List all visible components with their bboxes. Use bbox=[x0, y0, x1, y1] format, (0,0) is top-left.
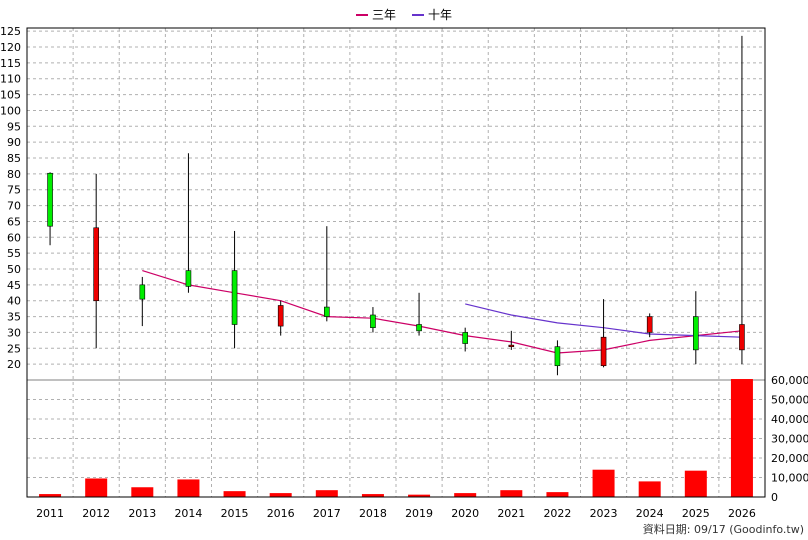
price-tick-label: 120 bbox=[0, 41, 21, 54]
candle-body bbox=[646, 316, 653, 333]
volume-bar bbox=[546, 492, 569, 497]
year-tick-label: 2013 bbox=[128, 507, 156, 520]
volume-bar bbox=[39, 494, 62, 497]
year-tick-label: 2018 bbox=[359, 507, 387, 520]
plot-frame bbox=[26, 27, 766, 498]
price-tick-label: 110 bbox=[0, 73, 21, 86]
volume-bar bbox=[315, 490, 338, 497]
volume-tick-label: 60,000 bbox=[771, 374, 808, 387]
candle-body bbox=[554, 346, 561, 367]
candle-body bbox=[185, 270, 192, 287]
price-tick-label: 25 bbox=[7, 342, 21, 355]
year-tick-label: 2017 bbox=[313, 507, 341, 520]
year-tick-label: 2012 bbox=[82, 507, 110, 520]
candle-body bbox=[139, 284, 146, 300]
volume-bar bbox=[730, 379, 753, 497]
price-tick-label: 85 bbox=[7, 152, 21, 165]
year-tick-label: 2011 bbox=[36, 507, 64, 520]
year-tick-label: 2014 bbox=[174, 507, 202, 520]
legend-label-10yr: 十年 bbox=[428, 8, 453, 22]
candle-body bbox=[370, 314, 376, 328]
price-tick-label: 70 bbox=[7, 200, 21, 213]
volume-bar bbox=[177, 479, 200, 497]
candle-body bbox=[600, 336, 607, 367]
ma-line-3yr bbox=[142, 270, 742, 354]
year-tick-label: 2019 bbox=[405, 507, 433, 520]
legend-swatch-10yr bbox=[412, 13, 424, 16]
source-note: 資料日期: 09/17 (Goodinfo.tw) bbox=[642, 523, 804, 536]
volume-tick-label: 40,000 bbox=[771, 413, 808, 426]
price-tick-label: 95 bbox=[7, 120, 21, 133]
volume-bar bbox=[361, 494, 384, 497]
price-tick-label: 75 bbox=[7, 184, 21, 197]
volume-bar bbox=[223, 491, 246, 497]
candle-body bbox=[508, 344, 515, 348]
legend-label-3yr: 三年 bbox=[371, 8, 396, 22]
price-tick-label: 45 bbox=[7, 279, 21, 292]
price-tick-label: 105 bbox=[0, 89, 21, 102]
candle-body bbox=[693, 316, 699, 351]
price-tick-label: 100 bbox=[0, 104, 21, 117]
price-tick-label: 65 bbox=[7, 215, 21, 228]
candle-body bbox=[416, 324, 422, 332]
price-tick-label: 80 bbox=[7, 168, 21, 181]
year-tick-label: 2016 bbox=[267, 507, 295, 520]
year-tick-label: 2025 bbox=[682, 507, 710, 520]
year-tick-label: 2024 bbox=[636, 507, 664, 520]
year-tick-label: 2022 bbox=[543, 507, 571, 520]
legend-item-10yr: 十年 bbox=[412, 6, 452, 23]
volume-bar bbox=[500, 490, 523, 497]
year-tick-label: 2015 bbox=[221, 507, 249, 520]
legend: 三年 十年 bbox=[0, 6, 808, 23]
volume-tick-label: 10,000 bbox=[771, 472, 808, 485]
price-tick-label: 60 bbox=[7, 231, 21, 244]
volume-bar bbox=[592, 469, 615, 497]
volume-bar bbox=[408, 494, 431, 497]
volume-bar bbox=[638, 481, 661, 497]
year-tick-label: 2020 bbox=[451, 507, 479, 520]
volume-bar bbox=[269, 493, 292, 497]
volume-bar bbox=[85, 478, 108, 497]
volume-bar bbox=[131, 487, 154, 497]
price-tick-label: 90 bbox=[7, 136, 21, 149]
candle-body bbox=[739, 324, 745, 351]
price-tick-label: 55 bbox=[7, 247, 21, 260]
volume-tick-label: 30,000 bbox=[771, 433, 808, 446]
candle-body bbox=[277, 305, 284, 327]
year-tick-label: 2023 bbox=[590, 507, 618, 520]
volume-bar bbox=[454, 493, 477, 497]
candle-body bbox=[324, 306, 330, 317]
year-tick-label: 2026 bbox=[728, 507, 756, 520]
volume-tick-label: 50,000 bbox=[771, 394, 808, 407]
price-tick-label: 30 bbox=[7, 326, 21, 339]
price-tick-label: 40 bbox=[7, 295, 21, 308]
price-tick-label: 125 bbox=[0, 25, 21, 38]
price-tick-label: 50 bbox=[7, 263, 21, 276]
legend-item-3yr: 三年 bbox=[355, 6, 396, 23]
price-tick-label: 35 bbox=[7, 311, 21, 324]
candle-body bbox=[93, 227, 99, 302]
price-tick-label: 115 bbox=[0, 57, 21, 70]
volume-tick-label: 0 bbox=[771, 491, 778, 504]
year-tick-label: 2021 bbox=[497, 507, 525, 520]
candle-body bbox=[231, 270, 238, 325]
volume-bar bbox=[684, 470, 707, 497]
volume-tick-label: 20,000 bbox=[771, 452, 808, 465]
legend-swatch-3yr bbox=[355, 13, 368, 16]
candle-body bbox=[462, 332, 468, 344]
candle-body bbox=[47, 172, 53, 227]
price-tick-label: 20 bbox=[7, 358, 21, 371]
